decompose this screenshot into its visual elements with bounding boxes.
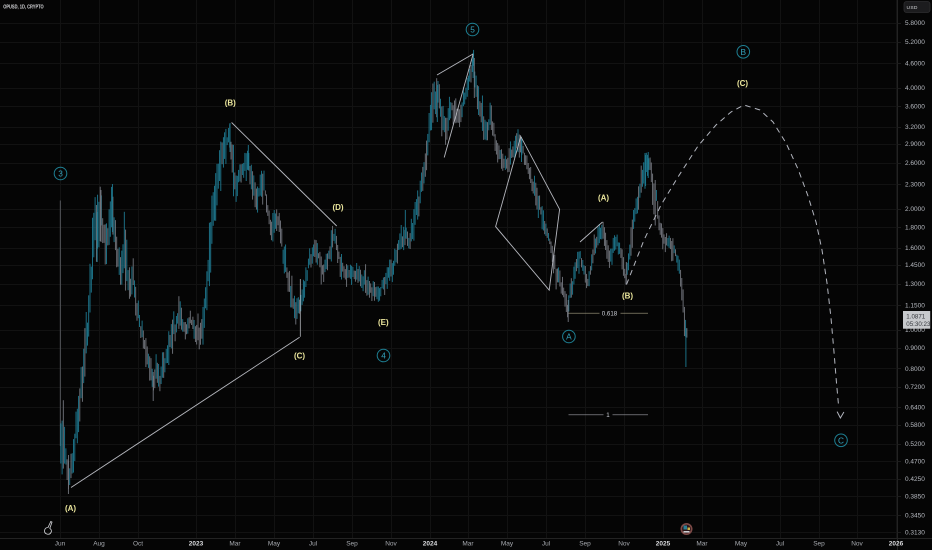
svg-text:OPUSD, 1D, CRYPTO: OPUSD, 1D, CRYPTO <box>3 5 44 11</box>
svg-text:0.9000: 0.9000 <box>905 345 925 352</box>
svg-text:2023: 2023 <box>189 540 204 547</box>
svg-text:3: 3 <box>58 169 63 179</box>
svg-text:2026: 2026 <box>889 540 904 547</box>
svg-text:May: May <box>268 540 281 547</box>
svg-text:1.6000: 1.6000 <box>905 245 925 252</box>
svg-text:(B): (B) <box>622 292 633 301</box>
svg-text:(E): (E) <box>378 318 389 327</box>
svg-text:0.5800: 0.5800 <box>905 422 925 429</box>
svg-text:Nov: Nov <box>385 540 397 547</box>
svg-text:C: C <box>838 435 844 445</box>
svg-text:(C): (C) <box>294 352 305 361</box>
svg-text:0.4250: 0.4250 <box>905 476 925 483</box>
svg-text:1.0000: 1.0000 <box>905 327 925 334</box>
svg-text:(A): (A) <box>65 504 76 513</box>
svg-text:(A): (A) <box>598 194 609 203</box>
svg-text:Nov: Nov <box>851 540 863 547</box>
svg-text:Sep: Sep <box>346 540 358 547</box>
svg-text:(B): (B) <box>225 99 236 108</box>
svg-text:1.0871: 1.0871 <box>906 314 925 321</box>
svg-text:0.4700: 0.4700 <box>905 459 925 466</box>
svg-text:1: 1 <box>606 412 610 419</box>
svg-text:(C): (C) <box>737 79 748 88</box>
svg-text:Nov: Nov <box>618 540 630 547</box>
svg-text:2.6000: 2.6000 <box>905 160 925 167</box>
svg-text:0.3130: 0.3130 <box>905 530 925 537</box>
svg-text:5.8000: 5.8000 <box>905 20 925 27</box>
svg-text:1.4500: 1.4500 <box>905 262 925 269</box>
svg-text:05:30:23: 05:30:23 <box>906 321 931 328</box>
svg-text:1.1500: 1.1500 <box>905 303 925 310</box>
svg-text:2025: 2025 <box>656 540 671 547</box>
svg-text:May: May <box>501 540 514 547</box>
svg-text:0.618: 0.618 <box>602 311 618 318</box>
svg-text:3.6000: 3.6000 <box>905 103 925 110</box>
svg-text:3.2000: 3.2000 <box>905 124 925 131</box>
svg-text:1.8000: 1.8000 <box>905 224 925 231</box>
svg-text:(D): (D) <box>332 203 343 212</box>
svg-text:B: B <box>741 47 747 57</box>
svg-text:Oct: Oct <box>133 540 143 547</box>
svg-text:Aug: Aug <box>93 540 105 547</box>
svg-text:2.0000: 2.0000 <box>905 206 925 213</box>
svg-text:2.9000: 2.9000 <box>905 141 925 148</box>
svg-text:Jun: Jun <box>55 540 66 547</box>
svg-text:Sep: Sep <box>813 540 825 547</box>
svg-text:2024: 2024 <box>423 540 438 547</box>
svg-text:5: 5 <box>470 25 475 35</box>
svg-text:1.3000: 1.3000 <box>905 281 925 288</box>
svg-text:0.3450: 0.3450 <box>905 513 925 520</box>
svg-text:USD: USD <box>907 5 918 11</box>
svg-text:0.3850: 0.3850 <box>905 493 925 500</box>
svg-text:A: A <box>566 332 572 342</box>
svg-text:Mar: Mar <box>229 540 241 547</box>
svg-text:0.8000: 0.8000 <box>905 366 925 373</box>
svg-text:0.5200: 0.5200 <box>905 441 925 448</box>
svg-text:4.0000: 4.0000 <box>905 85 925 92</box>
svg-text:Mar: Mar <box>462 540 474 547</box>
svg-text:Jul: Jul <box>309 540 318 547</box>
svg-text:Jul: Jul <box>776 540 785 547</box>
svg-text:0.7200: 0.7200 <box>905 384 925 391</box>
svg-text:4.6000: 4.6000 <box>905 61 925 68</box>
svg-text:5.2000: 5.2000 <box>905 39 925 46</box>
svg-text:4: 4 <box>381 351 386 361</box>
svg-text:0.6400: 0.6400 <box>905 405 925 412</box>
svg-text:Jul: Jul <box>542 540 551 547</box>
svg-text:2.3000: 2.3000 <box>905 182 925 189</box>
svg-text:Sep: Sep <box>579 540 591 547</box>
svg-text:Mar: Mar <box>696 540 708 547</box>
svg-text:May: May <box>735 540 748 547</box>
